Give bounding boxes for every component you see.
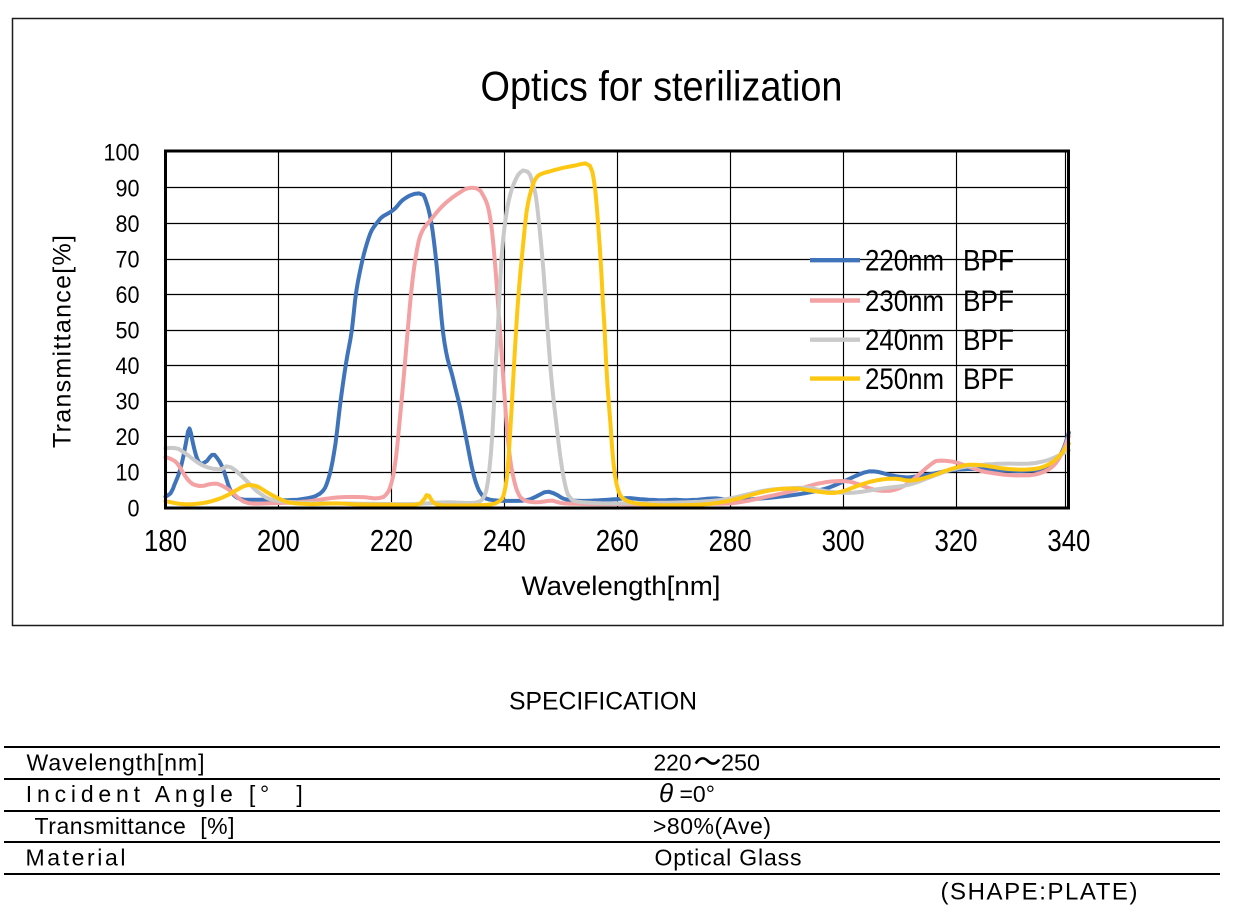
svg-text:220nm: 220nm xyxy=(865,245,944,278)
svg-text:10: 10 xyxy=(116,460,140,487)
svg-text:Material: Material xyxy=(26,845,126,871)
svg-text:70: 70 xyxy=(116,246,140,273)
svg-text:100: 100 xyxy=(104,140,140,167)
svg-text:BPF: BPF xyxy=(963,285,1014,318)
svg-text:Optical Glass: Optical Glass xyxy=(655,845,802,871)
svg-text:240: 240 xyxy=(483,523,526,558)
svg-text:Transmittance [%]: Transmittance [%] xyxy=(35,813,235,839)
svg-text:340: 340 xyxy=(1047,523,1090,558)
svg-text:320: 320 xyxy=(935,523,978,558)
svg-text:90: 90 xyxy=(116,175,140,202)
svg-text:SPECIFICATION: SPECIFICATION xyxy=(509,687,697,715)
svg-text:>80%(Ave): >80%(Ave) xyxy=(653,813,771,839)
svg-text:80: 80 xyxy=(116,211,140,238)
svg-text:250nm: 250nm xyxy=(865,363,944,396)
svg-text:BPF: BPF xyxy=(963,363,1014,396)
svg-text:180: 180 xyxy=(144,523,187,558)
svg-text:0: 0 xyxy=(128,495,140,522)
svg-text:Wavelength[nm]: Wavelength[nm] xyxy=(27,750,205,776)
svg-text:20: 20 xyxy=(116,424,140,451)
svg-text:220: 220 xyxy=(370,523,413,558)
svg-text:250: 250 xyxy=(721,750,760,776)
svg-text:200: 200 xyxy=(257,523,300,558)
svg-text:280: 280 xyxy=(709,523,752,558)
svg-text:230nm: 230nm xyxy=(865,285,944,318)
svg-text:40: 40 xyxy=(116,353,140,380)
svg-text:Transmittance[%]: Transmittance[%] xyxy=(49,235,77,448)
svg-text:(SHAPE:PLATE): (SHAPE:PLATE) xyxy=(941,879,1138,906)
svg-text:BPF: BPF xyxy=(963,245,1014,278)
svg-text:30: 30 xyxy=(116,389,140,416)
svg-text:240nm: 240nm xyxy=(865,324,944,357)
svg-text:BPF: BPF xyxy=(963,324,1014,357)
svg-text:Wavelength[nm]: Wavelength[nm] xyxy=(522,571,721,601)
svg-text:300: 300 xyxy=(822,523,865,558)
svg-text:260: 260 xyxy=(596,523,639,558)
svg-text:50: 50 xyxy=(116,318,140,345)
svg-text:60: 60 xyxy=(116,282,140,309)
svg-text:Optics for sterilization: Optics for sterilization xyxy=(481,63,843,110)
svg-text:220: 220 xyxy=(654,750,692,776)
svg-text:θ=0°: θ =0° xyxy=(659,778,715,808)
